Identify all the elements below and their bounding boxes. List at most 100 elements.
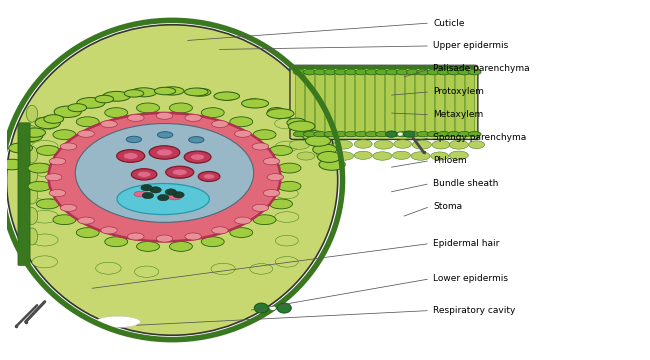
Ellipse shape <box>417 69 430 75</box>
Ellipse shape <box>26 207 38 224</box>
Ellipse shape <box>161 191 188 203</box>
Ellipse shape <box>157 149 172 156</box>
Ellipse shape <box>304 131 316 137</box>
Ellipse shape <box>411 152 430 160</box>
Text: Upper epidermis: Upper epidermis <box>434 41 508 50</box>
Ellipse shape <box>365 69 378 75</box>
Ellipse shape <box>268 108 285 116</box>
Ellipse shape <box>431 152 448 160</box>
Ellipse shape <box>432 140 450 149</box>
Ellipse shape <box>396 131 409 137</box>
FancyBboxPatch shape <box>335 75 345 136</box>
Ellipse shape <box>263 158 280 165</box>
Ellipse shape <box>31 140 58 153</box>
Circle shape <box>157 194 169 201</box>
Ellipse shape <box>60 143 77 150</box>
Ellipse shape <box>136 103 159 113</box>
Ellipse shape <box>306 135 331 146</box>
Text: Cuticle: Cuticle <box>434 18 465 27</box>
Ellipse shape <box>289 140 309 149</box>
Ellipse shape <box>28 163 51 173</box>
Circle shape <box>141 185 152 191</box>
Ellipse shape <box>124 153 138 159</box>
Ellipse shape <box>131 169 157 180</box>
Ellipse shape <box>354 151 372 159</box>
Circle shape <box>150 187 161 193</box>
Circle shape <box>75 123 254 222</box>
Ellipse shape <box>31 188 58 199</box>
Ellipse shape <box>105 237 127 247</box>
Ellipse shape <box>190 88 211 96</box>
Ellipse shape <box>214 92 239 100</box>
Ellipse shape <box>54 106 81 117</box>
Ellipse shape <box>49 158 66 165</box>
Ellipse shape <box>202 237 224 247</box>
Ellipse shape <box>198 171 220 181</box>
Ellipse shape <box>31 210 58 223</box>
Ellipse shape <box>103 91 131 101</box>
Ellipse shape <box>427 69 440 75</box>
Ellipse shape <box>333 140 352 149</box>
Ellipse shape <box>242 99 268 108</box>
FancyBboxPatch shape <box>385 75 395 136</box>
Ellipse shape <box>398 133 402 136</box>
FancyBboxPatch shape <box>306 75 315 136</box>
Ellipse shape <box>190 154 205 160</box>
Ellipse shape <box>185 88 208 96</box>
Ellipse shape <box>253 130 276 140</box>
Ellipse shape <box>275 118 299 129</box>
Ellipse shape <box>235 217 251 224</box>
Ellipse shape <box>156 235 173 242</box>
Ellipse shape <box>184 151 211 163</box>
Ellipse shape <box>0 159 25 170</box>
Ellipse shape <box>105 108 127 118</box>
Ellipse shape <box>203 174 214 179</box>
Ellipse shape <box>31 164 58 176</box>
Ellipse shape <box>26 167 38 184</box>
Ellipse shape <box>252 143 268 150</box>
Ellipse shape <box>385 131 397 137</box>
Ellipse shape <box>250 264 273 274</box>
FancyBboxPatch shape <box>18 123 30 265</box>
Ellipse shape <box>44 115 64 123</box>
Ellipse shape <box>324 69 337 75</box>
Ellipse shape <box>212 121 228 127</box>
Ellipse shape <box>150 146 180 159</box>
Ellipse shape <box>230 117 253 127</box>
Ellipse shape <box>355 69 368 75</box>
Ellipse shape <box>26 105 38 122</box>
Ellipse shape <box>270 306 276 310</box>
Ellipse shape <box>36 145 59 156</box>
Text: Bundle sheath: Bundle sheath <box>434 179 499 188</box>
Ellipse shape <box>156 112 173 119</box>
Ellipse shape <box>31 117 58 130</box>
Circle shape <box>165 189 177 195</box>
Ellipse shape <box>266 109 294 118</box>
Ellipse shape <box>127 114 144 121</box>
Text: Lower epidermis: Lower epidermis <box>434 274 508 283</box>
Ellipse shape <box>135 266 159 277</box>
Ellipse shape <box>117 184 209 215</box>
Ellipse shape <box>168 194 181 200</box>
FancyBboxPatch shape <box>293 65 474 69</box>
Ellipse shape <box>354 140 372 148</box>
Ellipse shape <box>275 212 299 222</box>
Ellipse shape <box>252 204 268 211</box>
Ellipse shape <box>293 131 306 137</box>
Ellipse shape <box>267 174 283 181</box>
Ellipse shape <box>427 131 440 137</box>
Ellipse shape <box>302 130 324 140</box>
Ellipse shape <box>185 114 202 121</box>
Ellipse shape <box>101 227 118 234</box>
Ellipse shape <box>32 256 57 268</box>
Ellipse shape <box>386 69 398 75</box>
Text: Spongy parenchyma: Spongy parenchyma <box>434 133 526 142</box>
Ellipse shape <box>49 189 66 197</box>
Ellipse shape <box>293 69 306 75</box>
Ellipse shape <box>376 131 388 137</box>
Ellipse shape <box>276 257 298 267</box>
Ellipse shape <box>128 189 152 199</box>
Text: Epidermal hair: Epidermal hair <box>434 239 500 248</box>
Ellipse shape <box>124 90 144 97</box>
Ellipse shape <box>35 117 60 129</box>
